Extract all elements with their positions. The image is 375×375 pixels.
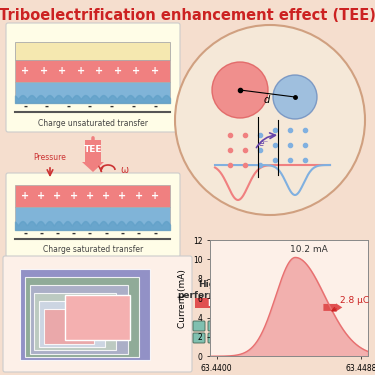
Text: -: - — [23, 102, 27, 112]
FancyBboxPatch shape — [208, 321, 220, 331]
FancyArrow shape — [195, 297, 255, 309]
FancyBboxPatch shape — [25, 277, 139, 357]
Text: +: + — [53, 191, 62, 201]
FancyBboxPatch shape — [208, 333, 220, 343]
Text: PMC: PMC — [208, 298, 228, 307]
Text: -: - — [88, 102, 92, 112]
FancyBboxPatch shape — [193, 321, 205, 331]
Text: +: + — [21, 66, 29, 76]
Text: -: - — [88, 229, 92, 239]
Text: +: + — [76, 66, 85, 76]
Text: +: + — [151, 191, 159, 201]
Text: 10.2 mA: 10.2 mA — [290, 244, 327, 254]
FancyBboxPatch shape — [44, 309, 94, 344]
Text: -: - — [153, 229, 157, 239]
Text: +: + — [21, 191, 29, 201]
Text: +: + — [102, 191, 110, 201]
Text: Pressure: Pressure — [34, 153, 66, 162]
Text: -: - — [120, 229, 124, 239]
FancyBboxPatch shape — [15, 42, 170, 60]
Text: -: - — [131, 102, 135, 112]
Text: +: + — [70, 191, 78, 201]
FancyBboxPatch shape — [223, 321, 235, 331]
FancyBboxPatch shape — [6, 173, 180, 257]
Text: Charge unsaturated transfer: Charge unsaturated transfer — [38, 118, 148, 128]
Text: -: - — [110, 102, 114, 112]
Text: Triboelectrification enhancement effect (TEE): Triboelectrification enhancement effect … — [0, 8, 375, 22]
Text: -: - — [137, 229, 141, 239]
Text: TEE: TEE — [84, 146, 102, 154]
Text: +: + — [58, 66, 66, 76]
Circle shape — [175, 25, 365, 215]
FancyBboxPatch shape — [65, 295, 130, 340]
Text: +: + — [39, 66, 48, 76]
FancyBboxPatch shape — [3, 256, 192, 372]
Text: ω: ω — [120, 165, 128, 175]
Text: +: + — [118, 191, 126, 201]
Text: d: d — [264, 95, 270, 105]
FancyBboxPatch shape — [193, 333, 205, 343]
Text: -: - — [39, 229, 43, 239]
Text: +: + — [132, 66, 141, 76]
FancyBboxPatch shape — [15, 185, 170, 207]
FancyBboxPatch shape — [34, 293, 116, 350]
FancyBboxPatch shape — [39, 301, 105, 347]
FancyBboxPatch shape — [223, 333, 235, 343]
Text: +: + — [95, 66, 104, 76]
FancyArrow shape — [82, 140, 104, 172]
Text: +: + — [135, 191, 143, 201]
FancyBboxPatch shape — [15, 82, 170, 103]
Text: +: + — [151, 66, 159, 76]
Text: -: - — [66, 102, 70, 112]
Text: 2.8 μC: 2.8 μC — [332, 296, 369, 311]
FancyBboxPatch shape — [15, 60, 170, 82]
FancyBboxPatch shape — [30, 285, 128, 354]
FancyBboxPatch shape — [15, 207, 170, 230]
Y-axis label: Current (mA): Current (mA) — [178, 268, 187, 328]
Text: -: - — [56, 229, 60, 239]
Text: +: + — [37, 191, 45, 201]
Circle shape — [212, 62, 268, 118]
FancyBboxPatch shape — [6, 23, 180, 132]
Text: -: - — [23, 229, 27, 239]
Text: e⁻: e⁻ — [259, 138, 269, 147]
Text: -: - — [45, 102, 49, 112]
Text: -: - — [72, 229, 76, 239]
Circle shape — [273, 75, 317, 119]
Text: Charge saturated transfer: Charge saturated transfer — [43, 244, 143, 254]
Text: -: - — [104, 229, 108, 239]
Text: +: + — [86, 191, 94, 201]
Text: +: + — [114, 66, 122, 76]
FancyArrow shape — [323, 303, 342, 312]
Text: High
performance: High performance — [177, 280, 243, 300]
FancyBboxPatch shape — [20, 269, 150, 360]
Text: -: - — [153, 102, 157, 112]
